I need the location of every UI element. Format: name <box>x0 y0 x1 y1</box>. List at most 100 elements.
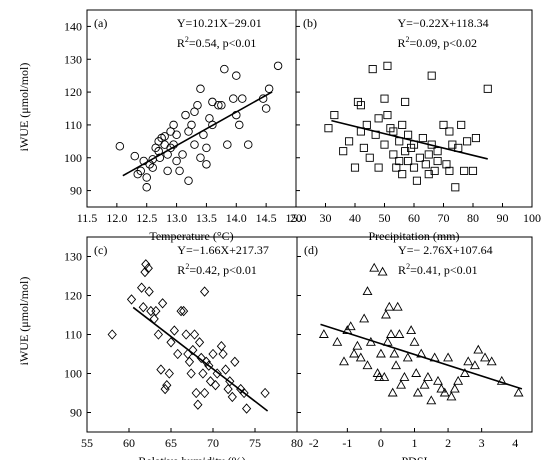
panel-b: 20 30 40 50 60 70 80 90 100 Precipitation (mm) (b)… <box>290 9 541 243</box>
data-point-a-1 <box>130 151 140 161</box>
data-point-a-54 <box>264 84 274 94</box>
panel-label-b: (b) <box>303 16 317 30</box>
x-tick-label-b-4: 60 <box>408 211 420 225</box>
data-point-b-17 <box>383 111 392 120</box>
regression-line-a <box>122 91 273 177</box>
data-point-d-20 <box>384 301 395 311</box>
data-point-c-0 <box>107 329 117 340</box>
x-axis-label-b: Precipitation (mm) <box>369 229 460 243</box>
data-point-d-32 <box>411 368 422 377</box>
panel-label-d: (d) <box>304 243 318 257</box>
data-point-c-16 <box>164 368 174 379</box>
data-point-a-30 <box>187 120 196 130</box>
data-point-c-46 <box>227 391 237 403</box>
data-point-b-32 <box>409 163 419 172</box>
data-point-c-37 <box>205 376 216 387</box>
equation-a: Y=10.21X−29.01 <box>177 16 262 30</box>
data-point-a-47 <box>232 71 241 80</box>
data-point-a-34 <box>196 84 205 94</box>
data-point-d-33 <box>412 387 423 397</box>
data-point-b-48 <box>445 127 454 136</box>
y-tick-label-c-4: 130 <box>64 250 82 264</box>
x-tick-label-a-5: 14.0 <box>226 211 247 225</box>
data-point-c-25 <box>186 368 196 379</box>
data-point-a-22 <box>169 120 178 130</box>
panel-label-a: (a) <box>94 16 107 30</box>
data-point-c-1 <box>126 294 137 305</box>
equation-b: Y=−0.22X+118.34 <box>397 16 488 30</box>
data-point-d-12 <box>369 262 380 272</box>
data-point-d-42 <box>443 352 454 362</box>
data-point-b-52 <box>457 120 466 129</box>
data-point-a-32 <box>190 140 199 149</box>
data-point-a-5 <box>142 173 151 182</box>
data-point-a-42 <box>214 100 223 110</box>
x-tick-label-c-5: 80 <box>291 436 303 450</box>
data-point-d-46 <box>459 368 470 377</box>
y-tick-label-a-3: 120 <box>64 85 82 99</box>
data-point-d-22 <box>387 387 398 397</box>
data-point-b-43 <box>433 147 442 156</box>
data-point-b-54 <box>463 137 472 146</box>
r2-annotation-c: R2=0.42, p<0.01 <box>177 262 257 277</box>
data-point-d-35 <box>419 379 430 389</box>
data-point-b-30 <box>404 156 413 166</box>
y-tick-label-c-0: 90 <box>70 406 82 420</box>
data-point-c-39 <box>210 380 221 391</box>
y-tick-label-a-0: 90 <box>70 184 82 198</box>
data-point-d-30 <box>406 325 417 335</box>
y-axis-label-bottom: iWUE (μmol/mol) <box>17 277 31 366</box>
panel-label-c: (c) <box>94 243 107 257</box>
data-point-c-42 <box>218 348 228 360</box>
data-point-c-21 <box>178 305 189 317</box>
data-point-a-33 <box>193 100 202 110</box>
data-point-d-43 <box>446 391 457 401</box>
data-point-b-10 <box>365 153 374 162</box>
data-point-c-26 <box>188 344 198 356</box>
data-point-d-50 <box>480 352 490 362</box>
data-point-c-31 <box>196 352 206 364</box>
data-point-b-50 <box>451 183 460 192</box>
data-point-b-40 <box>427 71 436 80</box>
data-point-b-57 <box>483 84 492 93</box>
data-point-c-20 <box>176 305 186 317</box>
data-point-b-11 <box>368 65 377 74</box>
data-point-d-53 <box>513 387 524 397</box>
x-tick-label-a-6: 14.5 <box>256 211 277 225</box>
data-point-d-5 <box>349 348 360 358</box>
data-point-a-40 <box>208 120 217 130</box>
data-point-b-24 <box>395 156 404 166</box>
data-point-a-45 <box>223 140 232 149</box>
data-point-d-21 <box>386 329 396 338</box>
data-point-c-43 <box>220 364 231 375</box>
x-tick-label-d-3: 1 <box>412 436 418 450</box>
x-tick-label-b-3: 50 <box>379 211 391 225</box>
data-point-c-5 <box>141 259 151 270</box>
data-point-b-0 <box>324 124 333 133</box>
data-point-b-16 <box>380 140 389 149</box>
data-point-c-12 <box>156 364 166 375</box>
y-tick-label-c-1: 100 <box>64 367 82 381</box>
data-point-c-40 <box>212 368 222 379</box>
x-tick-label-d-1: -1 <box>342 436 352 450</box>
data-point-a-3 <box>136 166 145 176</box>
data-point-a-15 <box>160 132 169 141</box>
data-point-b-53 <box>460 166 469 175</box>
x-tick-label-c-2: 65 <box>165 436 177 450</box>
data-point-a-35 <box>196 153 205 162</box>
x-tick-label-c-1: 60 <box>123 436 135 450</box>
data-point-c-44 <box>223 383 233 395</box>
x-tick-label-c-3: 70 <box>207 436 219 450</box>
data-point-b-26 <box>398 170 407 179</box>
data-point-a-29 <box>184 176 193 185</box>
x-tick-label-a-1: 12.0 <box>106 211 127 225</box>
y-tick-label-a-5: 140 <box>64 19 82 33</box>
data-point-d-40 <box>436 383 447 393</box>
data-point-c-35 <box>201 356 211 367</box>
data-point-c-30 <box>194 337 205 348</box>
data-point-c-28 <box>191 387 201 399</box>
r2-annotation-a: R2=0.54, p<0.01 <box>177 35 257 50</box>
data-point-b-37 <box>421 160 430 169</box>
data-point-d-16 <box>377 266 388 276</box>
data-point-b-23 <box>395 137 404 146</box>
